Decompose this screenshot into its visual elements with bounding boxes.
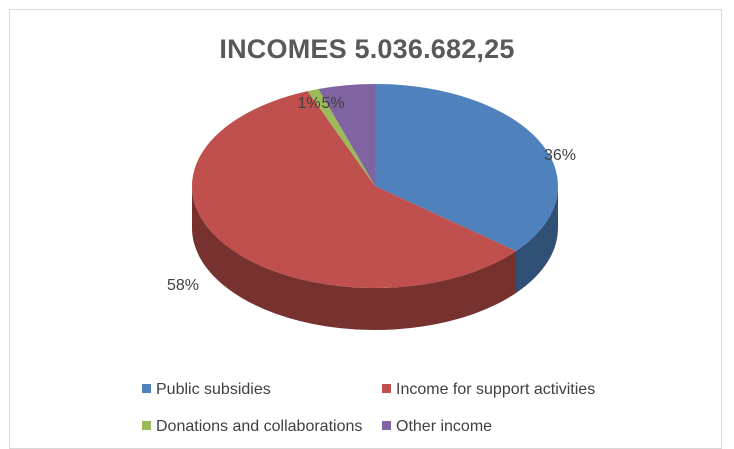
legend-item-donations: Donations and collaborations xyxy=(142,417,362,437)
pie-slice-3 xyxy=(318,84,375,186)
pie-slice-0 xyxy=(375,84,558,252)
legend-item-support-activities: Income for support activities xyxy=(382,380,595,400)
legend-swatch xyxy=(142,384,151,393)
legend-label: Income for support activities xyxy=(396,381,596,398)
legend-label: Public subsidies xyxy=(156,381,271,398)
chart-title: INCOMES 5.036.682,25 xyxy=(219,34,515,64)
data-label-1: 58% xyxy=(167,277,199,294)
pie-labels: 36% 58% 1% 5% xyxy=(167,95,576,294)
data-label-0: 36% xyxy=(544,147,576,164)
pie-slice-1 xyxy=(191,91,517,288)
pie-tops xyxy=(191,84,558,288)
legend-swatch xyxy=(142,421,151,430)
legend-item-other-income: Other income xyxy=(382,417,492,437)
legend-label: Donations and collaborations xyxy=(156,418,363,435)
data-label-2: 1% xyxy=(297,95,320,112)
data-label-3: 5% xyxy=(321,95,344,112)
pie-side-0 xyxy=(516,186,558,294)
legend-label: Other income xyxy=(396,418,493,435)
legend-swatch xyxy=(382,384,391,393)
legend-item-public-subsidies: Public subsidies xyxy=(142,380,271,400)
pie-sides xyxy=(192,186,558,330)
legend-swatch xyxy=(382,421,391,430)
pie-side-1 xyxy=(192,186,517,330)
pie-slice-2 xyxy=(307,88,375,186)
